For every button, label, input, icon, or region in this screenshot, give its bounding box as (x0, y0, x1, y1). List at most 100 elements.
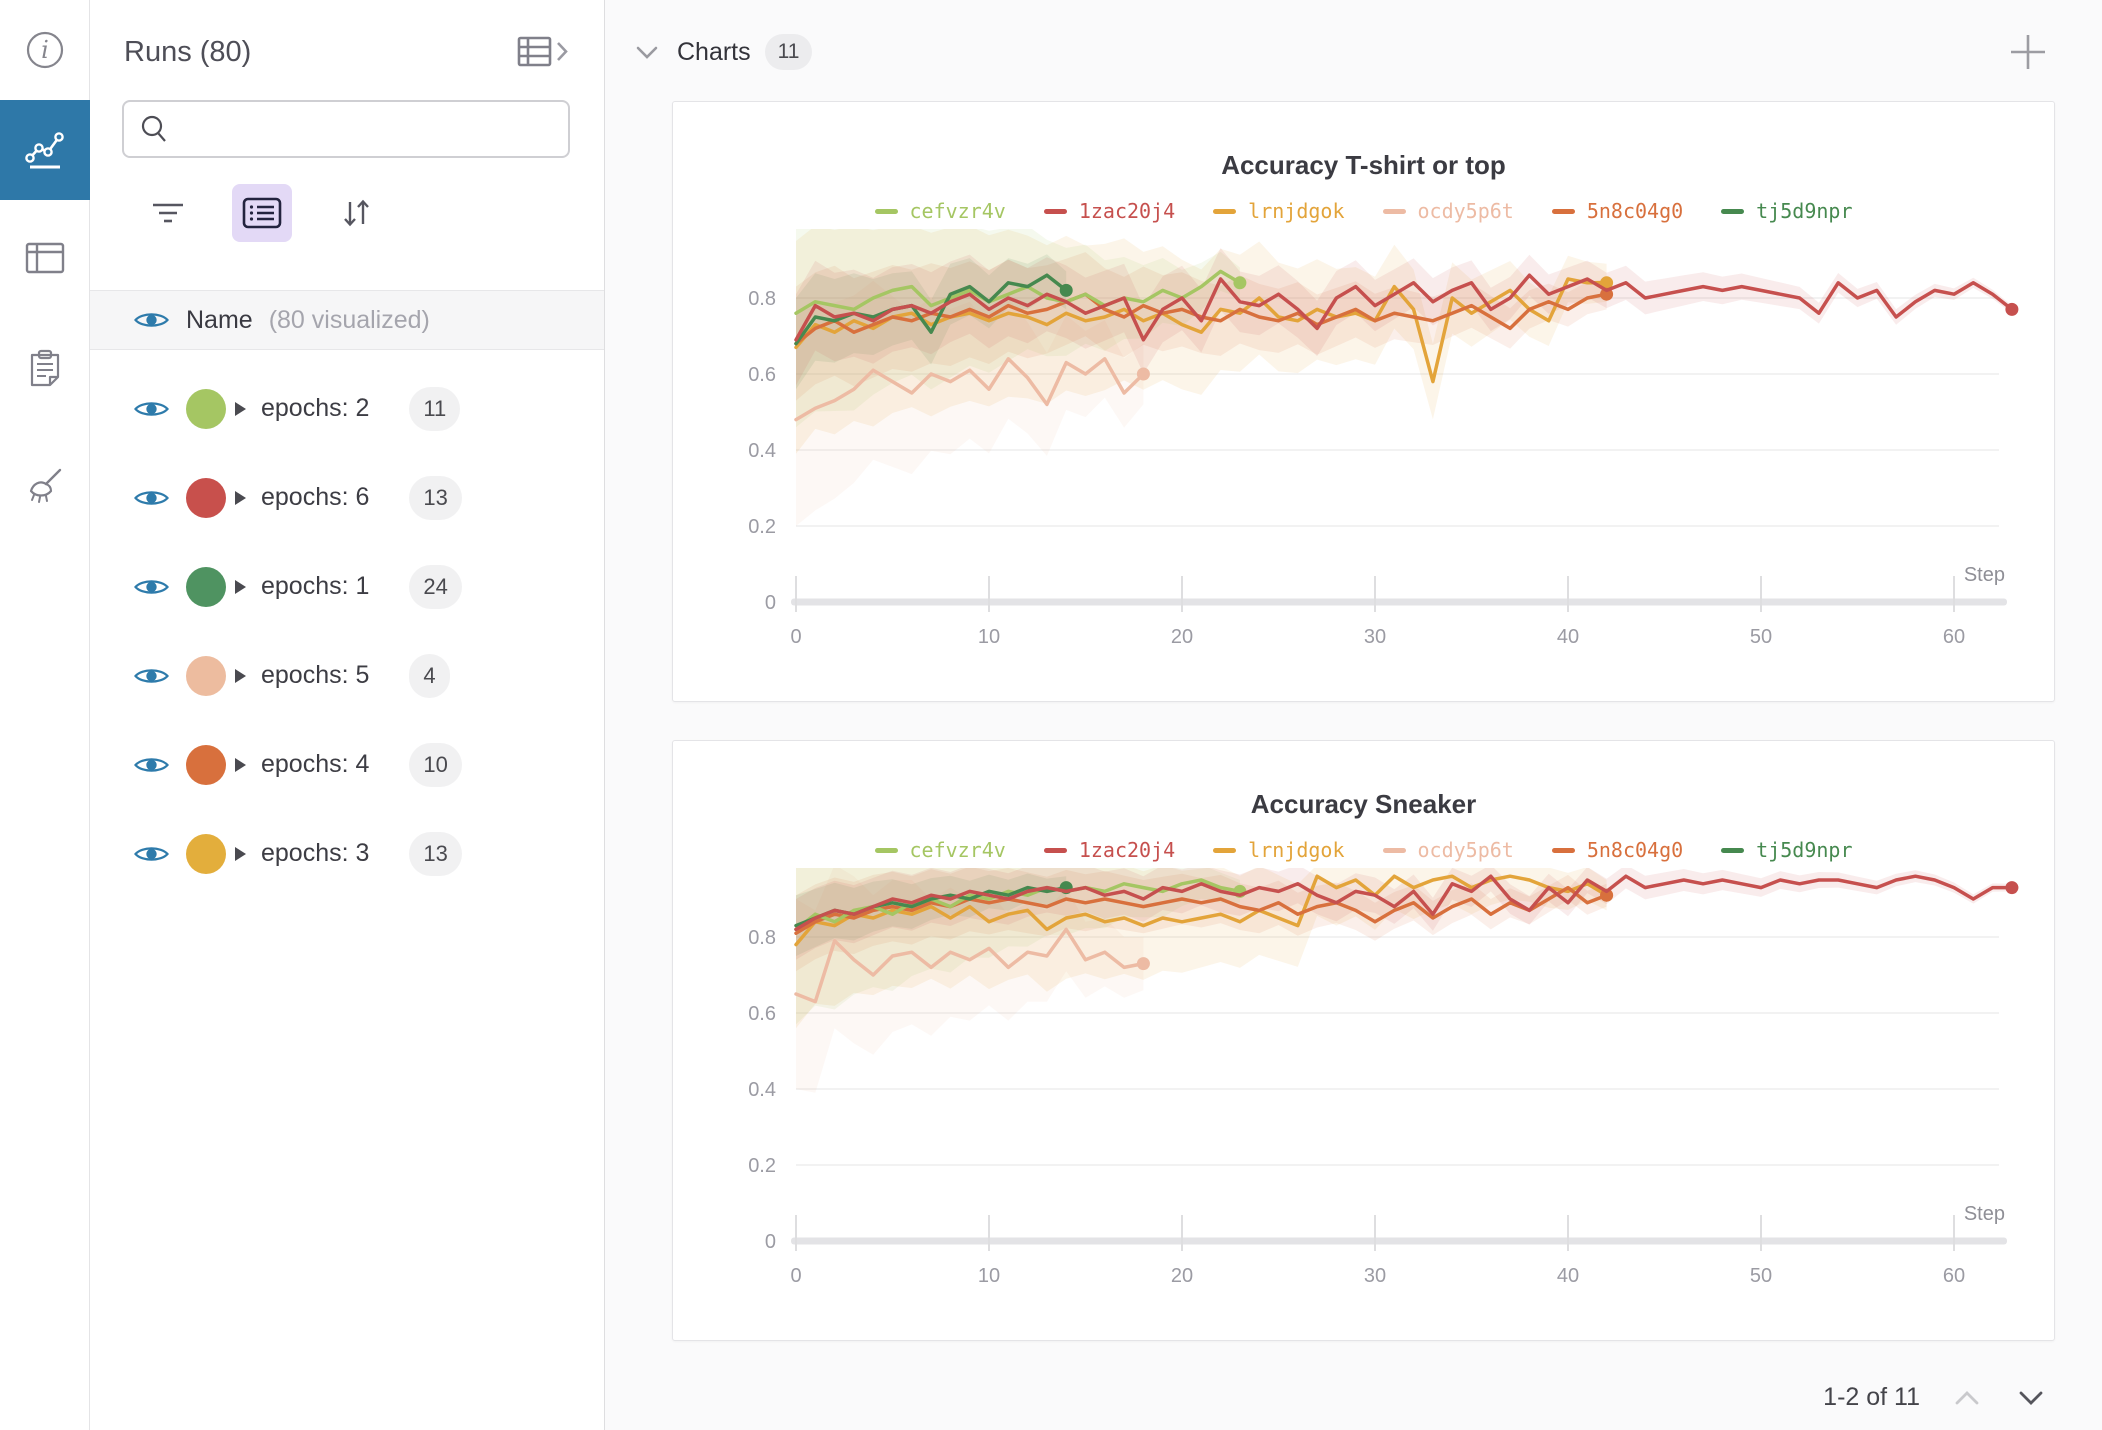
chart-legend: cefvzr4v 1zac20j4 lrnjdgok ocdy5p6t 5n8c04g0… (673, 838, 2054, 862)
legend-swatch (1043, 847, 1067, 853)
visibility-eye-icon[interactable] (133, 309, 170, 331)
sort-button[interactable] (326, 184, 386, 242)
svg-text:10: 10 (978, 626, 1000, 648)
legend-run-id: ocdy5p6t (1417, 199, 1514, 223)
runs-search[interactable] (122, 100, 570, 158)
collapse-section-button[interactable] (631, 41, 663, 64)
pagination-text: 1-2 of 11 (1823, 1383, 1920, 1411)
rail-item-charts[interactable] (0, 100, 90, 200)
runs-header-row[interactable]: Name (80 visualized) (90, 290, 604, 350)
search-icon (141, 115, 166, 142)
runs-header-sublabel: (80 visualized) (268, 305, 430, 334)
run-group-row[interactable]: epochs: 6 13 (90, 453, 604, 542)
svg-text:20: 20 (1171, 626, 1193, 648)
legend-item[interactable]: 1zac20j4 (1043, 199, 1176, 223)
visibility-eye-icon[interactable] (133, 487, 170, 509)
legend-run-id: 1zac20j4 (1078, 199, 1176, 223)
charts-pagination: 1-2 of 11 (605, 1383, 2048, 1412)
svg-text:10: 10 (978, 1265, 1000, 1287)
legend-item[interactable]: lrnjdgok (1213, 838, 1345, 862)
run-count-badge: 4 (409, 653, 450, 698)
rail-item-notes[interactable] (0, 320, 90, 420)
legend-item[interactable]: tj5d9npr (1721, 199, 1852, 223)
legend-swatch (1213, 847, 1237, 853)
legend-item[interactable]: tj5d9npr (1721, 838, 1852, 862)
filter-button[interactable] (138, 184, 198, 242)
expand-caret-icon[interactable] (234, 845, 247, 863)
run-group-row[interactable]: epochs: 3 13 (90, 809, 604, 898)
visibility-eye-icon[interactable] (133, 665, 170, 687)
expand-caret-icon[interactable] (234, 667, 247, 685)
svg-text:30: 30 (1364, 626, 1386, 648)
run-color-dot (186, 566, 226, 607)
expand-caret-icon[interactable] (234, 756, 247, 774)
rail-item-table[interactable] (0, 208, 90, 308)
expand-caret-icon[interactable] (234, 578, 247, 596)
run-count-badge: 10 (409, 742, 462, 787)
legend-item[interactable]: 5n8c04g0 (1551, 838, 1683, 862)
run-group-label: epochs: 3 (261, 839, 370, 867)
charts-section-header: Charts 11 (631, 30, 2050, 74)
visibility-eye-icon[interactable] (133, 576, 170, 598)
section-title: Charts (677, 37, 751, 66)
runs-table-expand-button[interactable] (517, 34, 569, 70)
run-count-badge: 13 (409, 831, 462, 876)
rail-item-info[interactable]: i (0, 0, 90, 100)
expand-caret-icon[interactable] (234, 489, 247, 507)
svg-text:0: 0 (790, 1265, 801, 1287)
svg-text:Step: Step (1964, 1203, 2005, 1225)
run-count-badge: 11 (409, 386, 461, 431)
chevron-up-icon (1955, 1390, 1979, 1404)
visibility-eye-icon[interactable] (133, 754, 170, 776)
legend-run-id: cefvzr4v (909, 199, 1006, 223)
svg-text:0.4: 0.4 (748, 440, 776, 462)
svg-text:50: 50 (1750, 1265, 1772, 1287)
next-page-button[interactable] (2014, 1386, 2048, 1410)
runs-toolbar (138, 184, 604, 242)
svg-text:60: 60 (1943, 626, 1965, 648)
visibility-eye-icon[interactable] (133, 398, 170, 420)
legend-item[interactable]: lrnjdgok (1213, 199, 1345, 223)
run-group-row[interactable]: epochs: 4 10 (90, 720, 604, 809)
chart-panel[interactable]: Accuracy T-shirt or top cefvzr4v 1zac20j4… (672, 101, 2055, 702)
legend-run-id: 1zac20j4 (1078, 838, 1176, 862)
legend-run-id: 5n8c04g0 (1586, 199, 1684, 223)
expand-caret-icon[interactable] (234, 400, 247, 418)
svg-text:0: 0 (765, 592, 776, 614)
legend-item[interactable]: 5n8c04g0 (1551, 199, 1684, 223)
svg-text:0.2: 0.2 (748, 1155, 776, 1177)
rail-item-sweep[interactable] (0, 436, 90, 536)
add-panel-button[interactable] (2006, 30, 2050, 74)
broom-icon (29, 468, 62, 503)
legend-item[interactable]: ocdy5p6t (1382, 838, 1514, 862)
chart-plot[interactable]: 0 0.2 0.4 0.6 0.8 0 10 20 30 40 50 60 Step (673, 229, 2052, 659)
chart-plot[interactable]: 0 0.2 0.4 0.6 0.8 0 10 20 30 40 50 60 Step (673, 868, 2052, 1298)
legend-run-id: cefvzr4v (909, 838, 1006, 862)
sort-arrows-icon (344, 199, 369, 227)
run-group-row[interactable]: epochs: 2 11 (90, 364, 604, 453)
runs-sidebar: Runs (80) (90, 0, 605, 1430)
run-color-dot (186, 744, 226, 785)
legend-item[interactable]: cefvzr4v (874, 199, 1006, 223)
legend-item[interactable]: cefvzr4v (874, 838, 1006, 862)
charts-workspace: Charts 11 Accuracy T-shirt or top cefvzr… (605, 0, 2102, 1430)
legend-item[interactable]: 1zac20j4 (1043, 838, 1176, 862)
previous-page-button[interactable] (1950, 1386, 1984, 1410)
run-group-row[interactable]: epochs: 5 4 (90, 631, 604, 720)
legend-run-id: tj5d9npr (1756, 838, 1853, 862)
chart-title: Accuracy T-shirt or top (1221, 150, 1506, 180)
legend-run-id: lrnjdgok (1248, 838, 1345, 862)
run-group-row[interactable]: epochs: 1 24 (90, 542, 604, 631)
table-icon (25, 242, 65, 274)
search-input[interactable] (180, 114, 554, 144)
run-group-label: epochs: 1 (261, 572, 370, 600)
run-color-dot (186, 833, 226, 874)
svg-text:30: 30 (1364, 1265, 1386, 1287)
chart-panel[interactable]: Accuracy Sneaker cefvzr4v 1zac20j4 lrnjdgo… (672, 740, 2055, 1341)
visibility-eye-icon[interactable] (133, 843, 170, 865)
run-count-badge: 13 (409, 475, 462, 520)
legend-swatch (1721, 208, 1745, 214)
legend-run-id: ocdy5p6t (1417, 838, 1514, 862)
legend-item[interactable]: ocdy5p6t (1382, 199, 1514, 223)
run-visibility-button[interactable] (232, 184, 292, 242)
